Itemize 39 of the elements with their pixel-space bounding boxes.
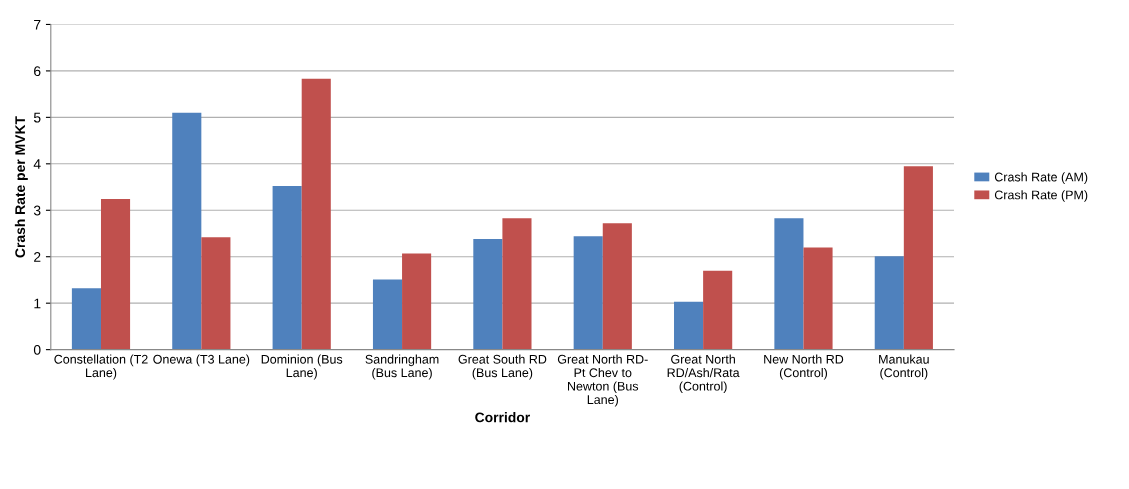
y-tick-label: 6 bbox=[34, 66, 41, 77]
bar bbox=[473, 239, 503, 350]
y-tick-label: 2 bbox=[34, 252, 41, 262]
bar bbox=[602, 223, 632, 350]
bar bbox=[301, 78, 331, 350]
x-tick-label: Great North RD/Ash/Rata (Control) bbox=[667, 354, 740, 394]
bar bbox=[573, 236, 603, 350]
y-tick-label: 0 bbox=[33, 344, 41, 355]
bar bbox=[100, 199, 131, 350]
y-tick-label: 3 bbox=[33, 205, 41, 216]
x-tick-label: Dominion (Bus Lane) bbox=[261, 354, 343, 380]
bar bbox=[402, 253, 432, 350]
legend-label: Crash Rate (AM) bbox=[994, 172, 1088, 184]
y-tick-label: 1 bbox=[34, 298, 41, 309]
bar bbox=[874, 256, 904, 350]
x-tick-label: Great South RD (Bus Lane) bbox=[458, 354, 547, 380]
bar bbox=[674, 301, 704, 350]
bar bbox=[201, 237, 231, 350]
bar bbox=[903, 166, 933, 350]
bar bbox=[703, 270, 733, 350]
bar bbox=[272, 186, 302, 350]
x-tick-label: Onewa (T3 Lane) bbox=[153, 354, 250, 367]
y-tick-label: 5 bbox=[33, 112, 41, 123]
x-axis-title: Corridor bbox=[475, 412, 530, 423]
x-tick-label: Sandringham (Bus Lane) bbox=[365, 354, 439, 380]
x-tick-label: Constellation (T2 Lane) bbox=[54, 354, 148, 380]
x-tick-label: New North RD (Control) bbox=[764, 354, 844, 380]
legend-label: Crash Rate (PM) bbox=[994, 190, 1088, 202]
y-tick-label: 7 bbox=[34, 19, 41, 30]
y-tick-label: 4 bbox=[33, 159, 41, 169]
bar bbox=[502, 218, 532, 350]
bar bbox=[172, 112, 202, 350]
bar bbox=[71, 288, 101, 350]
x-tick-label: Great North RD- Pt Chev to Newton (Bus Lane) bbox=[557, 354, 648, 407]
bar bbox=[372, 279, 403, 350]
bar bbox=[774, 218, 804, 350]
y-axis-title: Crash Rate per MVKT bbox=[14, 116, 28, 258]
x-tick-label: Manukau (Control) bbox=[879, 354, 929, 380]
bar bbox=[803, 247, 833, 350]
